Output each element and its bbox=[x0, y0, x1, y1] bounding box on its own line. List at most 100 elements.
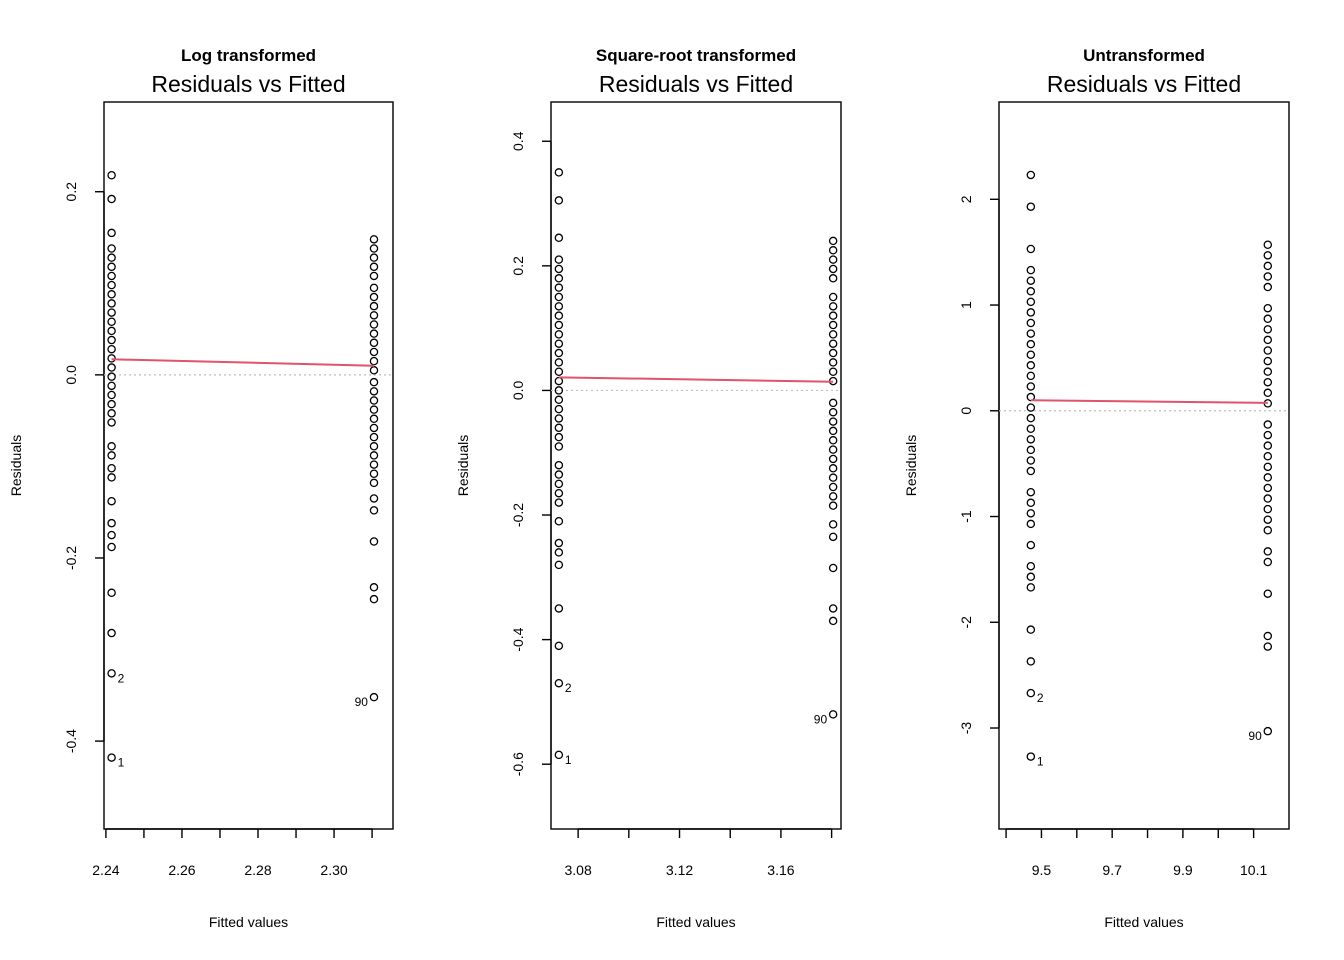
point-label: 1 bbox=[565, 753, 572, 767]
data-point bbox=[554, 320, 564, 330]
data-point bbox=[828, 426, 838, 436]
data-point bbox=[1263, 526, 1273, 535]
y-tick-label: 0 bbox=[958, 407, 974, 415]
y-tick-label: -0.6 bbox=[510, 752, 526, 776]
data-point bbox=[107, 451, 116, 460]
y-tick-label: -2 bbox=[958, 616, 974, 629]
y-tick-label: -0.4 bbox=[510, 627, 526, 651]
data-point bbox=[554, 498, 564, 507]
point-label: 2 bbox=[565, 681, 572, 695]
data-point bbox=[554, 358, 564, 367]
data-point bbox=[107, 170, 116, 180]
data-point bbox=[554, 750, 564, 760]
data-point bbox=[828, 398, 838, 408]
data-point bbox=[107, 530, 116, 540]
data-point bbox=[1026, 371, 1036, 381]
data-point bbox=[1263, 377, 1273, 387]
data-point bbox=[554, 395, 564, 405]
panel-title: Residuals vs Fitted bbox=[1047, 71, 1241, 97]
data-point bbox=[1263, 462, 1273, 472]
data-point bbox=[107, 271, 116, 281]
data-point bbox=[554, 432, 564, 442]
data-point bbox=[107, 753, 116, 762]
data-point bbox=[369, 583, 379, 592]
data-point bbox=[554, 548, 564, 557]
data-point bbox=[554, 604, 564, 613]
data-point bbox=[828, 532, 838, 542]
data-point bbox=[1026, 752, 1036, 761]
y-tick-label: -0.4 bbox=[63, 729, 79, 753]
data-point bbox=[1026, 413, 1036, 423]
data-point bbox=[1026, 276, 1036, 285]
data-point bbox=[369, 244, 379, 253]
y-tick-label: 2 bbox=[958, 195, 974, 203]
data-point bbox=[1026, 202, 1036, 211]
data-point bbox=[107, 542, 116, 552]
y-tick-label: 0.2 bbox=[63, 182, 79, 202]
data-point bbox=[107, 317, 116, 326]
data-point bbox=[107, 290, 116, 299]
point-label: 1 bbox=[1037, 755, 1044, 769]
y-tick-label: -0.2 bbox=[63, 546, 79, 570]
data-point bbox=[369, 283, 379, 293]
data-point bbox=[1263, 642, 1273, 651]
data-point bbox=[554, 641, 564, 651]
data-point bbox=[369, 423, 379, 433]
data-point bbox=[107, 194, 116, 204]
data-point bbox=[369, 356, 379, 366]
data-point bbox=[1263, 473, 1273, 482]
point-label: 90 bbox=[355, 695, 369, 709]
data-point bbox=[554, 264, 564, 274]
data-point bbox=[369, 292, 379, 302]
x-tick-label: 9.7 bbox=[1102, 862, 1122, 878]
panel-title: Residuals vs Fitted bbox=[599, 71, 793, 97]
x-tick-label: 3.16 bbox=[767, 862, 794, 878]
data-point bbox=[1263, 356, 1273, 366]
data-point bbox=[1026, 403, 1036, 412]
data-point bbox=[1026, 435, 1036, 444]
x-axis-label: Fitted values bbox=[656, 914, 735, 930]
x-tick-label: 2.28 bbox=[244, 862, 271, 878]
panel-supertitle: Square-root transformed bbox=[596, 46, 796, 65]
data-point bbox=[1026, 424, 1036, 434]
data-point bbox=[1263, 335, 1273, 345]
panel-3: Untransformed Residuals vs Fitted 9.5 9.7 9.… bbox=[903, 46, 1290, 930]
data-point bbox=[369, 405, 379, 414]
data-point bbox=[369, 377, 379, 387]
y-tick-label: -1 bbox=[958, 510, 974, 523]
data-point bbox=[1026, 519, 1036, 529]
smooth-line bbox=[111, 358, 375, 367]
x-tick-label: 3.08 bbox=[564, 862, 591, 878]
data-point bbox=[554, 404, 564, 414]
x-tick-label: 10.1 bbox=[1240, 862, 1267, 878]
data-point bbox=[369, 478, 379, 488]
data-point bbox=[1263, 240, 1273, 250]
data-point bbox=[828, 563, 838, 573]
data-point bbox=[1026, 265, 1036, 275]
point-label: 2 bbox=[118, 671, 125, 685]
data-point bbox=[369, 494, 379, 503]
data-point bbox=[1263, 251, 1273, 260]
data-point bbox=[369, 387, 379, 396]
data-point bbox=[554, 367, 564, 376]
y-tick-label: 0.0 bbox=[63, 365, 79, 385]
data-point bbox=[1026, 329, 1036, 338]
data-point bbox=[1263, 589, 1273, 598]
x-tick-label: 2.30 bbox=[320, 862, 347, 878]
data-point bbox=[1026, 287, 1036, 296]
data-point bbox=[828, 320, 838, 330]
data-point bbox=[369, 338, 379, 348]
data-point bbox=[369, 537, 379, 546]
data-point bbox=[1263, 388, 1273, 398]
data-point bbox=[1263, 367, 1273, 376]
data-point bbox=[1026, 308, 1036, 317]
data-point bbox=[1263, 631, 1273, 641]
data-point bbox=[828, 501, 838, 510]
data-point bbox=[1263, 547, 1273, 556]
plot-frame bbox=[998, 101, 1290, 830]
data-point bbox=[828, 407, 838, 417]
data-point bbox=[828, 454, 838, 464]
data-point bbox=[107, 669, 116, 678]
data-point bbox=[369, 320, 379, 329]
data-point bbox=[369, 262, 379, 272]
